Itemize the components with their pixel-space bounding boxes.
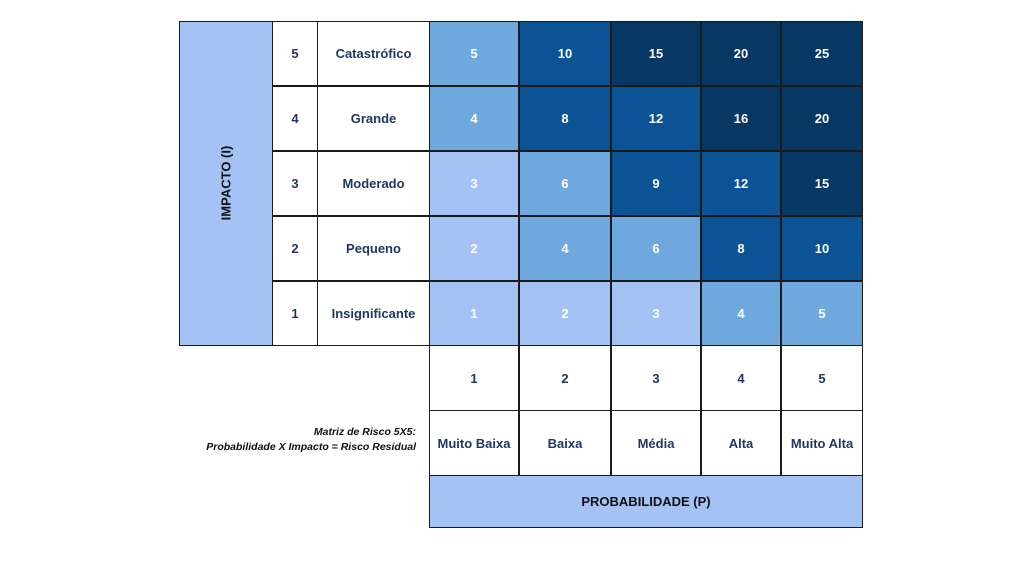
probability-level-label: Muito Alta <box>781 410 863 476</box>
matrix-cell: 16 <box>701 86 781 151</box>
matrix-cell: 20 <box>701 21 781 86</box>
matrix-cell: 12 <box>611 86 701 151</box>
matrix-cell: 5 <box>429 21 519 86</box>
matrix-cell: 3 <box>611 281 701 346</box>
impact-level-label: Grande <box>317 86 430 151</box>
impact-level-label: Pequeno <box>317 216 430 281</box>
impact-level-number: 1 <box>272 281 318 346</box>
matrix-cell: 2 <box>429 216 519 281</box>
matrix-cell: 6 <box>611 216 701 281</box>
probability-level-label: Média <box>611 410 701 476</box>
probability-level-number: 4 <box>701 345 781 411</box>
impact-level-number: 4 <box>272 86 318 151</box>
impact-level-number: 2 <box>272 216 318 281</box>
matrix-cell: 9 <box>611 151 701 216</box>
matrix-cell: 4 <box>701 281 781 346</box>
probability-level-number: 3 <box>611 345 701 411</box>
matrix-cell: 4 <box>429 86 519 151</box>
caption-line-1: Matriz de Risco 5X5: <box>313 426 416 438</box>
probability-level-number: 1 <box>429 345 519 411</box>
impact-level-label: Catastrófico <box>317 21 430 86</box>
impact-axis-title: IMPACTO (I) <box>218 145 234 221</box>
matrix-cell: 6 <box>519 151 611 216</box>
matrix-cell: 12 <box>701 151 781 216</box>
matrix-cell: 1 <box>429 281 519 346</box>
impact-axis-band <box>179 21 273 346</box>
probability-axis-title: PROBABILIDADE (P) <box>429 475 863 528</box>
matrix-cell: 10 <box>781 216 863 281</box>
impact-level-number: 3 <box>272 151 318 216</box>
matrix-cell: 10 <box>519 21 611 86</box>
matrix-cell: 15 <box>611 21 701 86</box>
probability-level-label: Alta <box>701 410 781 476</box>
impact-level-number: 5 <box>272 21 318 86</box>
probability-level-label: Baixa <box>519 410 611 476</box>
impact-level-label: Insignificante <box>317 281 430 346</box>
matrix-cell: 15 <box>781 151 863 216</box>
caption-line-2: Probabilidade X Impacto = Risco Residual <box>206 441 416 453</box>
probability-level-number: 2 <box>519 345 611 411</box>
matrix-caption: Matriz de Risco 5X5: Probabilidade X Imp… <box>180 425 416 455</box>
probability-level-label: Muito Baixa <box>429 410 519 476</box>
matrix-cell: 8 <box>701 216 781 281</box>
matrix-cell: 25 <box>781 21 863 86</box>
matrix-cell: 20 <box>781 86 863 151</box>
matrix-cell: 8 <box>519 86 611 151</box>
probability-level-number: 5 <box>781 345 863 411</box>
matrix-cell: 5 <box>781 281 863 346</box>
matrix-cell: 3 <box>429 151 519 216</box>
matrix-cell: 2 <box>519 281 611 346</box>
impact-level-label: Moderado <box>317 151 430 216</box>
matrix-cell: 4 <box>519 216 611 281</box>
